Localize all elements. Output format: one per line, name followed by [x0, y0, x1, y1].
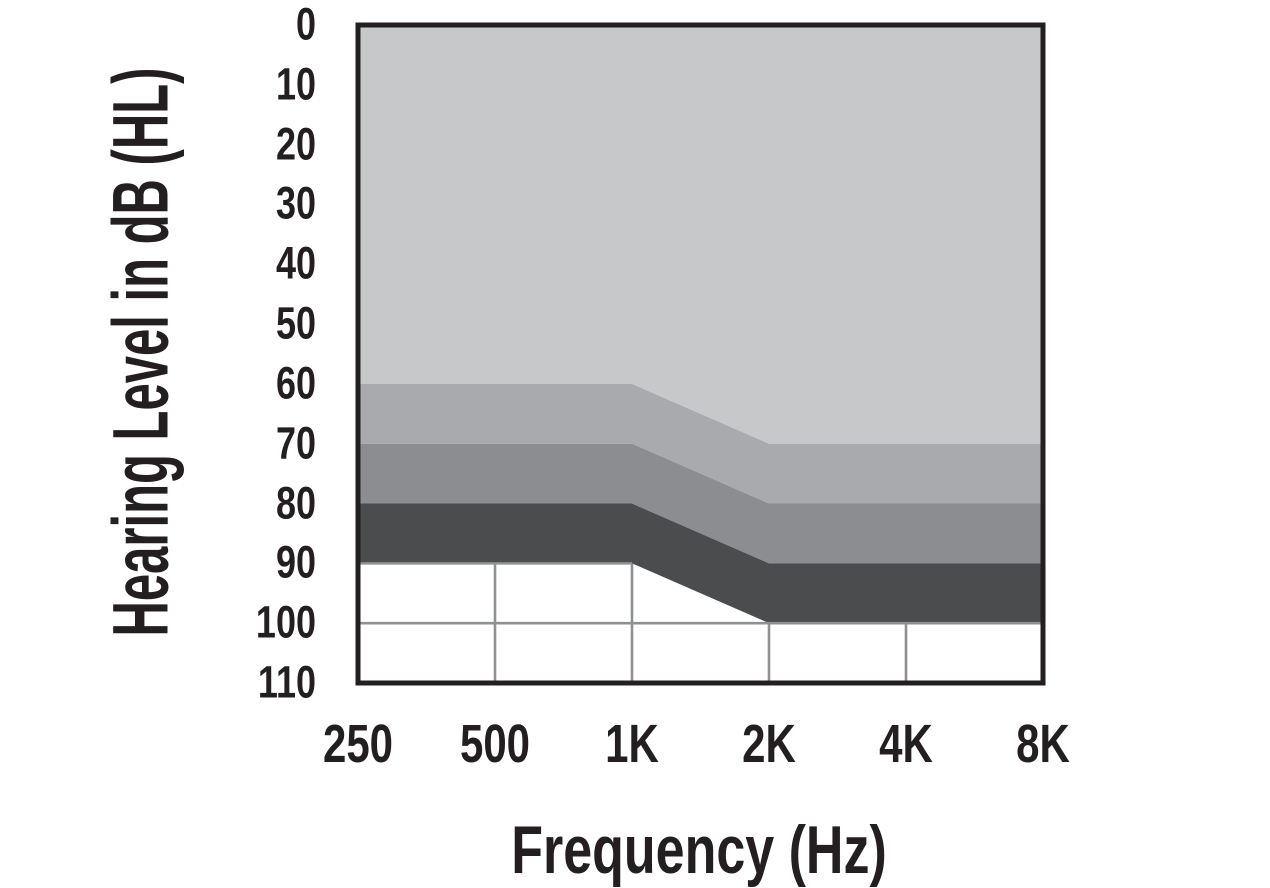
shaded-band-medium — [358, 443, 1043, 564]
shaded-band-dark — [358, 503, 1043, 624]
shaded-band-light — [358, 383, 1043, 504]
y-axis-title: Hearing Level in dB (HL) — [98, 67, 186, 637]
shaded-band-lightest — [358, 25, 1043, 444]
x-axis-title: Frequency (Hz) — [511, 813, 887, 888]
plot-border — [355, 22, 1046, 686]
